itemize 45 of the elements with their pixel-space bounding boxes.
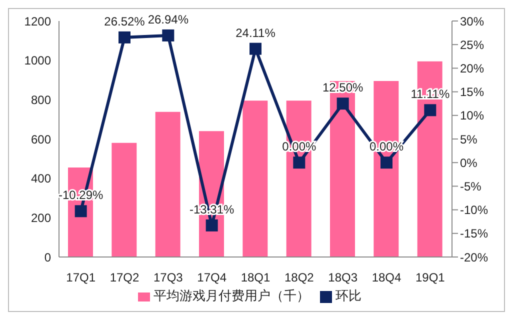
point [424, 104, 436, 116]
bar [112, 142, 137, 257]
x-tick-label: 17Q2 [110, 270, 140, 285]
legend-label: 环比 [336, 288, 362, 303]
point [74, 205, 87, 218]
data-label: 26.52% [104, 14, 146, 28]
y-tick-label: 1200 [24, 14, 52, 28]
y2-tick-label: 10% [460, 108, 484, 123]
y2-tick-label: 0% [460, 156, 478, 170]
point [162, 29, 174, 42]
y2-tick-label: -10% [460, 203, 488, 218]
x-tick-label: 17Q4 [197, 270, 227, 285]
y-tick-label: 600 [30, 132, 52, 146]
legend-label: 平均游戏月付费用户（千） [154, 288, 310, 303]
data-label: 24.11% [236, 26, 276, 40]
bar [155, 112, 180, 257]
y2-tick-label: 30% [460, 14, 484, 28]
x-tick-label: 18Q3 [328, 270, 358, 285]
bar [242, 100, 268, 257]
x-tick-label: 18Q2 [284, 270, 314, 285]
x-tick-label: 18Q1 [240, 270, 270, 285]
y2-tick-label: -20% [460, 250, 488, 264]
y2-tick-label: 20% [460, 61, 484, 76]
x-tick-label: 18Q4 [372, 270, 402, 285]
x-tick-label: 19Q1 [415, 270, 446, 285]
point [250, 42, 262, 55]
point [336, 98, 349, 110]
y2-tick-label: 15% [460, 85, 484, 100]
y2-tick-label: -15% [460, 226, 488, 241]
y-tick-label: 200 [30, 210, 52, 225]
y-tick-label: 800 [30, 92, 52, 107]
y-tick-label: 0 [44, 250, 52, 264]
y2-tick-label: 25% [460, 38, 484, 52]
x-tick-label: 17Q3 [153, 270, 184, 285]
x-tick-label: 17Q1 [66, 270, 96, 285]
point [206, 219, 218, 232]
y-tick-label: 400 [30, 172, 52, 186]
point [118, 31, 130, 44]
point [380, 156, 392, 169]
y2-tick-label: 5% [460, 132, 478, 146]
data-label: 26.94% [148, 12, 189, 26]
point [293, 156, 306, 169]
y-tick-label: 1000 [24, 54, 52, 68]
y2-tick-label: -5% [460, 179, 482, 194]
data-label: -13.31% [189, 202, 235, 216]
